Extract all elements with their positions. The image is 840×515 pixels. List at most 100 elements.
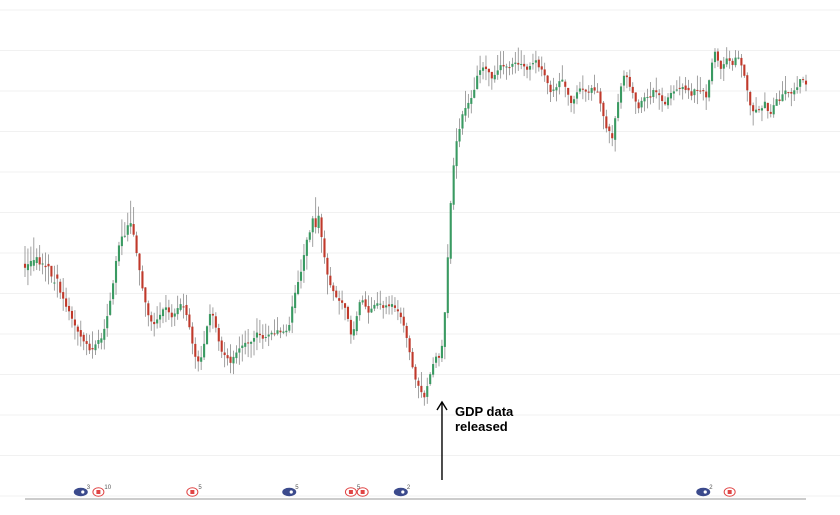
candle-body: [76, 326, 79, 332]
candle: [429, 372, 432, 386]
candle-body: [760, 108, 764, 111]
candle: [781, 81, 784, 102]
candle: [79, 320, 82, 347]
candle-body: [608, 126, 611, 132]
candle-body: [332, 285, 335, 292]
candle: [622, 70, 626, 92]
candle: [437, 353, 441, 367]
candle: [476, 65, 479, 90]
candle-body: [382, 305, 385, 308]
candle-body: [543, 69, 546, 76]
candle-body: [520, 63, 523, 65]
candle: [132, 207, 135, 237]
candle-body: [687, 87, 690, 91]
candle-body: [728, 58, 731, 61]
candle: [804, 74, 808, 92]
candle: [687, 79, 690, 99]
candle-body: [775, 99, 778, 106]
candle: [646, 88, 649, 109]
annotation-arrow-head: [436, 400, 448, 411]
event-count: 5: [357, 485, 361, 491]
candle-body: [164, 307, 167, 310]
candle: [106, 303, 109, 337]
candle: [323, 230, 326, 264]
candle: [661, 87, 664, 112]
candle: [211, 307, 214, 329]
candle-body: [749, 91, 752, 106]
candle: [379, 290, 382, 310]
candle: [740, 54, 743, 78]
candle-body: [793, 90, 796, 95]
candle-body: [109, 300, 112, 315]
candle: [443, 312, 446, 360]
candle: [763, 92, 766, 109]
blue-cloud-icon: [696, 487, 711, 497]
candle-body: [784, 90, 787, 95]
candle: [496, 54, 499, 80]
candle-body: [669, 92, 672, 99]
candle: [778, 90, 781, 105]
event-markers: 3 10 5 5 5 2 2: [73, 485, 736, 497]
candle: [593, 74, 596, 95]
candle: [244, 330, 247, 355]
candle-body: [752, 105, 755, 112]
candle-body: [484, 66, 488, 70]
candle: [581, 75, 584, 100]
candle-body: [696, 89, 699, 91]
candle: [470, 90, 473, 114]
candle: [156, 306, 159, 329]
candle: [666, 93, 670, 109]
candle-body: [47, 263, 50, 267]
candle-body: [411, 351, 414, 368]
candle-body: [73, 319, 76, 326]
candle-body: [596, 91, 599, 93]
candle: [664, 96, 667, 106]
candle-body: [534, 60, 537, 63]
candle: [543, 62, 546, 82]
candle-body: [123, 235, 126, 237]
candle: [41, 253, 44, 275]
candle-body: [205, 326, 209, 345]
candle-body: [317, 215, 320, 228]
candle: [276, 317, 279, 336]
candle: [705, 84, 708, 110]
cloud-shape: [282, 487, 297, 497]
candle: [561, 65, 564, 82]
candle-body: [790, 91, 793, 94]
candle-body: [458, 128, 461, 142]
candle-body: [279, 330, 282, 333]
candle-body: [804, 80, 808, 85]
candle-body: [247, 342, 250, 344]
candle-body: [799, 79, 802, 87]
candle-body: [396, 309, 399, 312]
candle: [549, 80, 552, 103]
candle: [332, 282, 335, 301]
candle-body: [261, 335, 264, 339]
candle: [294, 284, 297, 314]
candle: [555, 83, 558, 102]
red-flag-icon: [356, 487, 369, 497]
candle-body: [229, 356, 232, 363]
candle-body: [705, 91, 708, 98]
candle-body: [640, 100, 643, 108]
candle-body: [434, 356, 438, 363]
candle-body: [549, 84, 552, 93]
candle: [481, 62, 485, 80]
candle: [702, 87, 705, 101]
candle: [217, 323, 220, 351]
candle-body: [766, 102, 769, 112]
candle: [349, 315, 352, 344]
candle-body: [405, 325, 408, 338]
candle-body: [716, 51, 719, 61]
event-marker: 3: [73, 485, 91, 497]
candle-body: [67, 305, 71, 312]
event-marker: 5: [282, 485, 299, 497]
candle-body: [622, 75, 626, 86]
candle: [434, 352, 438, 369]
candle: [370, 297, 373, 313]
candle: [699, 77, 702, 94]
candle-body: [584, 89, 587, 92]
candle: [141, 265, 144, 291]
candle-body: [294, 292, 297, 308]
candle: [364, 291, 367, 310]
